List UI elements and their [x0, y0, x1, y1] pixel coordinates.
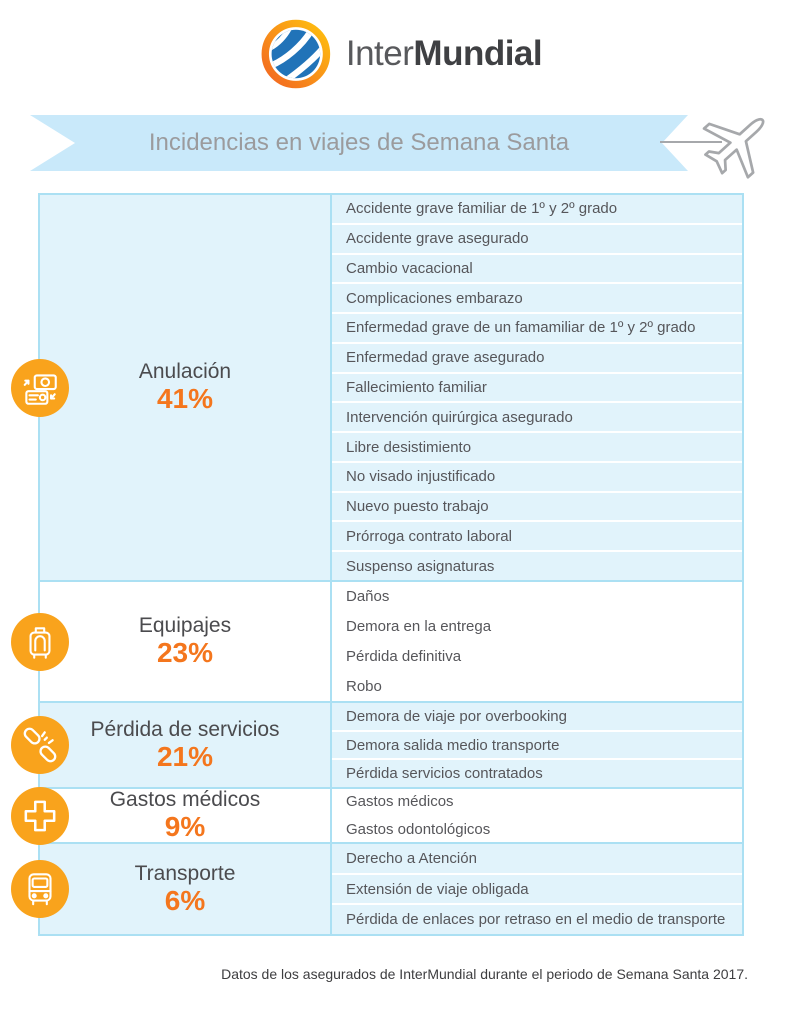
logo-text-inter: Inter: [345, 34, 414, 73]
section-perdida-de-servicios: Pérdida de servicios 21% Demora de viaje p…: [11, 701, 742, 787]
category-label: Pérdida de servicios: [90, 717, 280, 741]
list-item: Pérdida servicios contratados: [346, 765, 543, 783]
list-item: Demora salida medio transporte: [332, 732, 742, 761]
list-item: Nuevo puesto trabajo: [332, 493, 742, 523]
list-item: Suspenso asignaturas: [346, 557, 495, 575]
category-cell: Equipajes 23%: [40, 582, 332, 701]
list-item: Complicaciones embarazo: [332, 284, 742, 315]
category-percent: 6%: [164, 884, 206, 916]
bus-icon: [11, 860, 69, 918]
category-percent: 9%: [164, 811, 206, 843]
plane-icon: [702, 117, 765, 179]
category-percent: 23%: [156, 637, 214, 669]
category-percent: 21%: [156, 740, 214, 772]
category-label: Equipajes: [138, 614, 232, 638]
list-item: Pérdida de enlaces por retraso en el med…: [346, 911, 726, 929]
list-item: Pérdida definitiva: [332, 643, 742, 673]
footer-note: Datos de los asegurados de InterMundial …: [221, 966, 748, 982]
items-cell: Demora de viaje por overbooking Demora sa…: [332, 703, 742, 787]
section-equipajes: Equipajes 23% Daños Demora en la entrega Pér…: [11, 580, 742, 701]
items-cell: Derecho a Atención Extensión de viaje obl…: [332, 844, 742, 934]
list-item: Gastos odontológicos: [346, 820, 491, 838]
category-label: Transporte: [134, 861, 236, 885]
category-cell: Pérdida de servicios 21%: [40, 703, 332, 787]
list-item: Accidente grave familiar de 1º y 2º grad…: [332, 195, 742, 225]
logo-globe-icon: [261, 19, 331, 89]
category-label: Anulación: [138, 360, 232, 384]
list-item: Demora de viaje por overbooking: [332, 703, 742, 732]
list-item: No visado injustificado: [332, 463, 742, 493]
medical-cross-icon: [11, 786, 69, 845]
category-cell: Anulación 41%: [40, 195, 332, 580]
logo-text: InterMundial: [345, 34, 543, 74]
list-item: Intervención quirúrgica asegurado: [332, 403, 742, 434]
incident-table: Anulación 41% Accidente grave familiar de …: [11, 193, 744, 936]
tickets-icon: [11, 358, 69, 417]
broken-link-icon: [11, 716, 69, 774]
list-item: Daños: [332, 582, 742, 613]
list-item: Derecho a Atención: [332, 844, 742, 875]
category-cell: Transporte 6%: [40, 844, 332, 934]
section-gastos-medicos: Gastos médicos 9% Gastos médicos Gastos odo…: [11, 786, 742, 845]
list-item: Gastos médicos: [332, 789, 742, 817]
items-cell: Accidente grave familiar de 1º y 2º grad…: [332, 195, 742, 580]
list-item: Robo: [346, 678, 382, 696]
banner-ribbon: Incidencias en viajes de Semana Santa: [30, 115, 688, 171]
logo: InterMundial: [258, 16, 543, 92]
category-percent: 41%: [156, 383, 214, 415]
list-item: Libre desistimiento: [332, 433, 742, 463]
list-item: Enfermedad grave asegurado: [332, 344, 742, 374]
section-transporte: Transporte 6% Derecho a Atención Extensión …: [11, 842, 742, 934]
list-item: Demora en la entrega: [332, 612, 742, 643]
items-cell: Daños Demora en la entrega Pérdida definit…: [332, 582, 742, 701]
category-cell: Gastos médicos 9%: [40, 788, 332, 843]
items-cell: Gastos médicos Gastos odontológicos: [332, 789, 742, 842]
suitcase-icon: [11, 612, 69, 671]
banner-line: [660, 141, 722, 143]
section-anulacion: Anulación 41% Accidente grave familiar de …: [11, 195, 742, 580]
list-item: Accidente grave asegurado: [332, 225, 742, 255]
list-item: Cambio vacacional: [332, 255, 742, 285]
category-label: Gastos médicos: [109, 788, 261, 812]
logo-text-mundial: Mundial: [413, 34, 543, 73]
list-item: Fallecimiento familiar: [332, 374, 742, 404]
list-item: Enfermedad grave de un famamiliar de 1º …: [332, 314, 742, 344]
list-item: Extensión de viaje obligada: [332, 875, 742, 906]
list-item: Prórroga contrato laboral: [332, 522, 742, 553]
banner-title: Incidencias en viajes de Semana Santa: [148, 129, 570, 156]
